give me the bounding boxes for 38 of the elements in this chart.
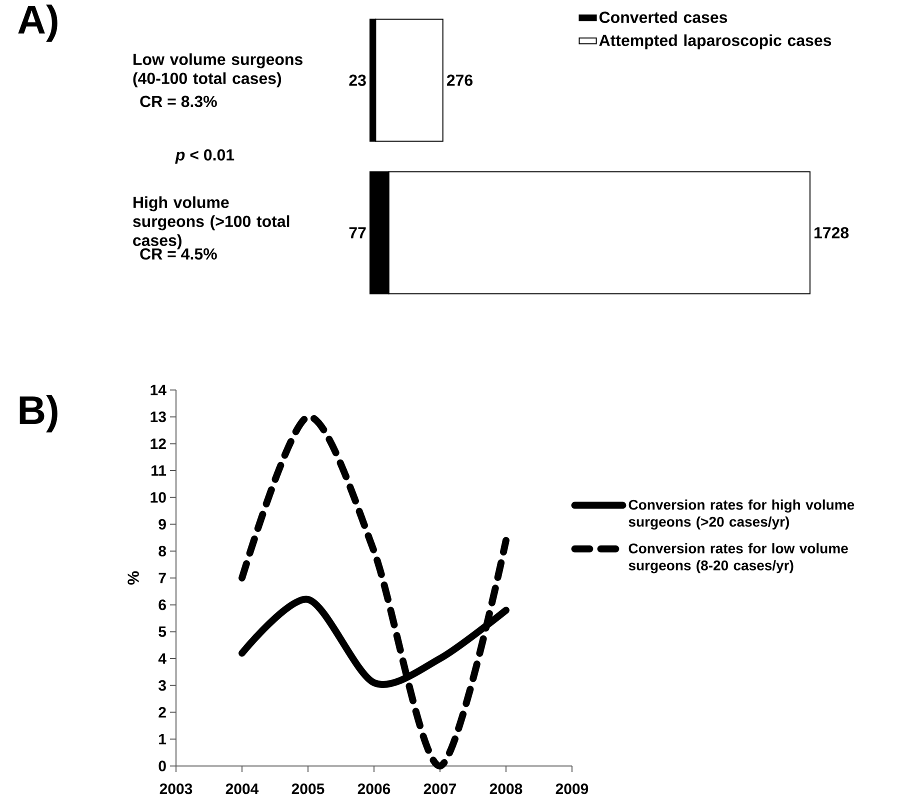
legend-label: Converted cases xyxy=(599,11,728,23)
chart-title: B) xyxy=(20,395,58,432)
y-tick-label: 9 xyxy=(158,518,166,530)
y-tick-label: 1 xyxy=(159,734,166,744)
x-tick-label: 2003 xyxy=(160,784,192,794)
y-tick-label: 0 xyxy=(158,760,166,772)
text: p < 0.01 xyxy=(175,149,234,164)
y-tick-label: 2 xyxy=(158,707,166,718)
y-tick-label: 11 xyxy=(152,465,166,476)
x-tick-label: 2009 xyxy=(556,784,588,794)
y-tick-label: 7 xyxy=(158,572,166,584)
text: A) xyxy=(18,4,58,42)
text: CR = 8.3% xyxy=(140,96,217,108)
y-tick-label: 14 xyxy=(150,384,166,396)
legend-label: Conversion rates for high volume surgeons (>20 cases/yr) xyxy=(628,499,854,530)
legend-label: Attempted laparoscopic cases xyxy=(599,34,832,50)
x-tick-label: 2005 xyxy=(292,784,324,794)
data-label: 1728 xyxy=(814,227,849,238)
y-tick-label: 6 xyxy=(158,600,166,610)
x-tick-label: 2007 xyxy=(424,784,456,794)
y-tick-label: 3 xyxy=(158,680,166,691)
y-tick-label: High volume surgeons (>100 total cases) xyxy=(133,196,290,250)
legend-label: Conversion rates for low volume surgeons (8-20 cases/yr) xyxy=(628,543,848,574)
y-tick-label: 13 xyxy=(150,412,166,422)
x-tick-label: 2004 xyxy=(226,784,259,794)
text: CR = 4.5% xyxy=(140,248,217,260)
y-tick-label: 10 xyxy=(150,492,166,503)
data-label: 77 xyxy=(349,227,366,238)
x-tick-label: 2008 xyxy=(490,784,522,794)
y-tick-label: 8 xyxy=(158,546,166,556)
y-tick-label: 12 xyxy=(150,438,166,449)
data-label: 23 xyxy=(349,74,366,86)
y-tick-label: Low volume surgeons (40-100 total cases) xyxy=(133,53,302,88)
y-tick-label: 4 xyxy=(158,653,166,664)
y-axis-title: % xyxy=(128,571,139,585)
y-tick-label: 5 xyxy=(158,626,166,637)
x-tick-label: 2006 xyxy=(358,784,390,794)
data-label: 276 xyxy=(446,74,473,86)
